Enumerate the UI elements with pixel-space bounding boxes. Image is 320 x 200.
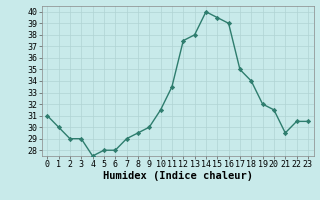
X-axis label: Humidex (Indice chaleur): Humidex (Indice chaleur) (103, 171, 252, 181)
